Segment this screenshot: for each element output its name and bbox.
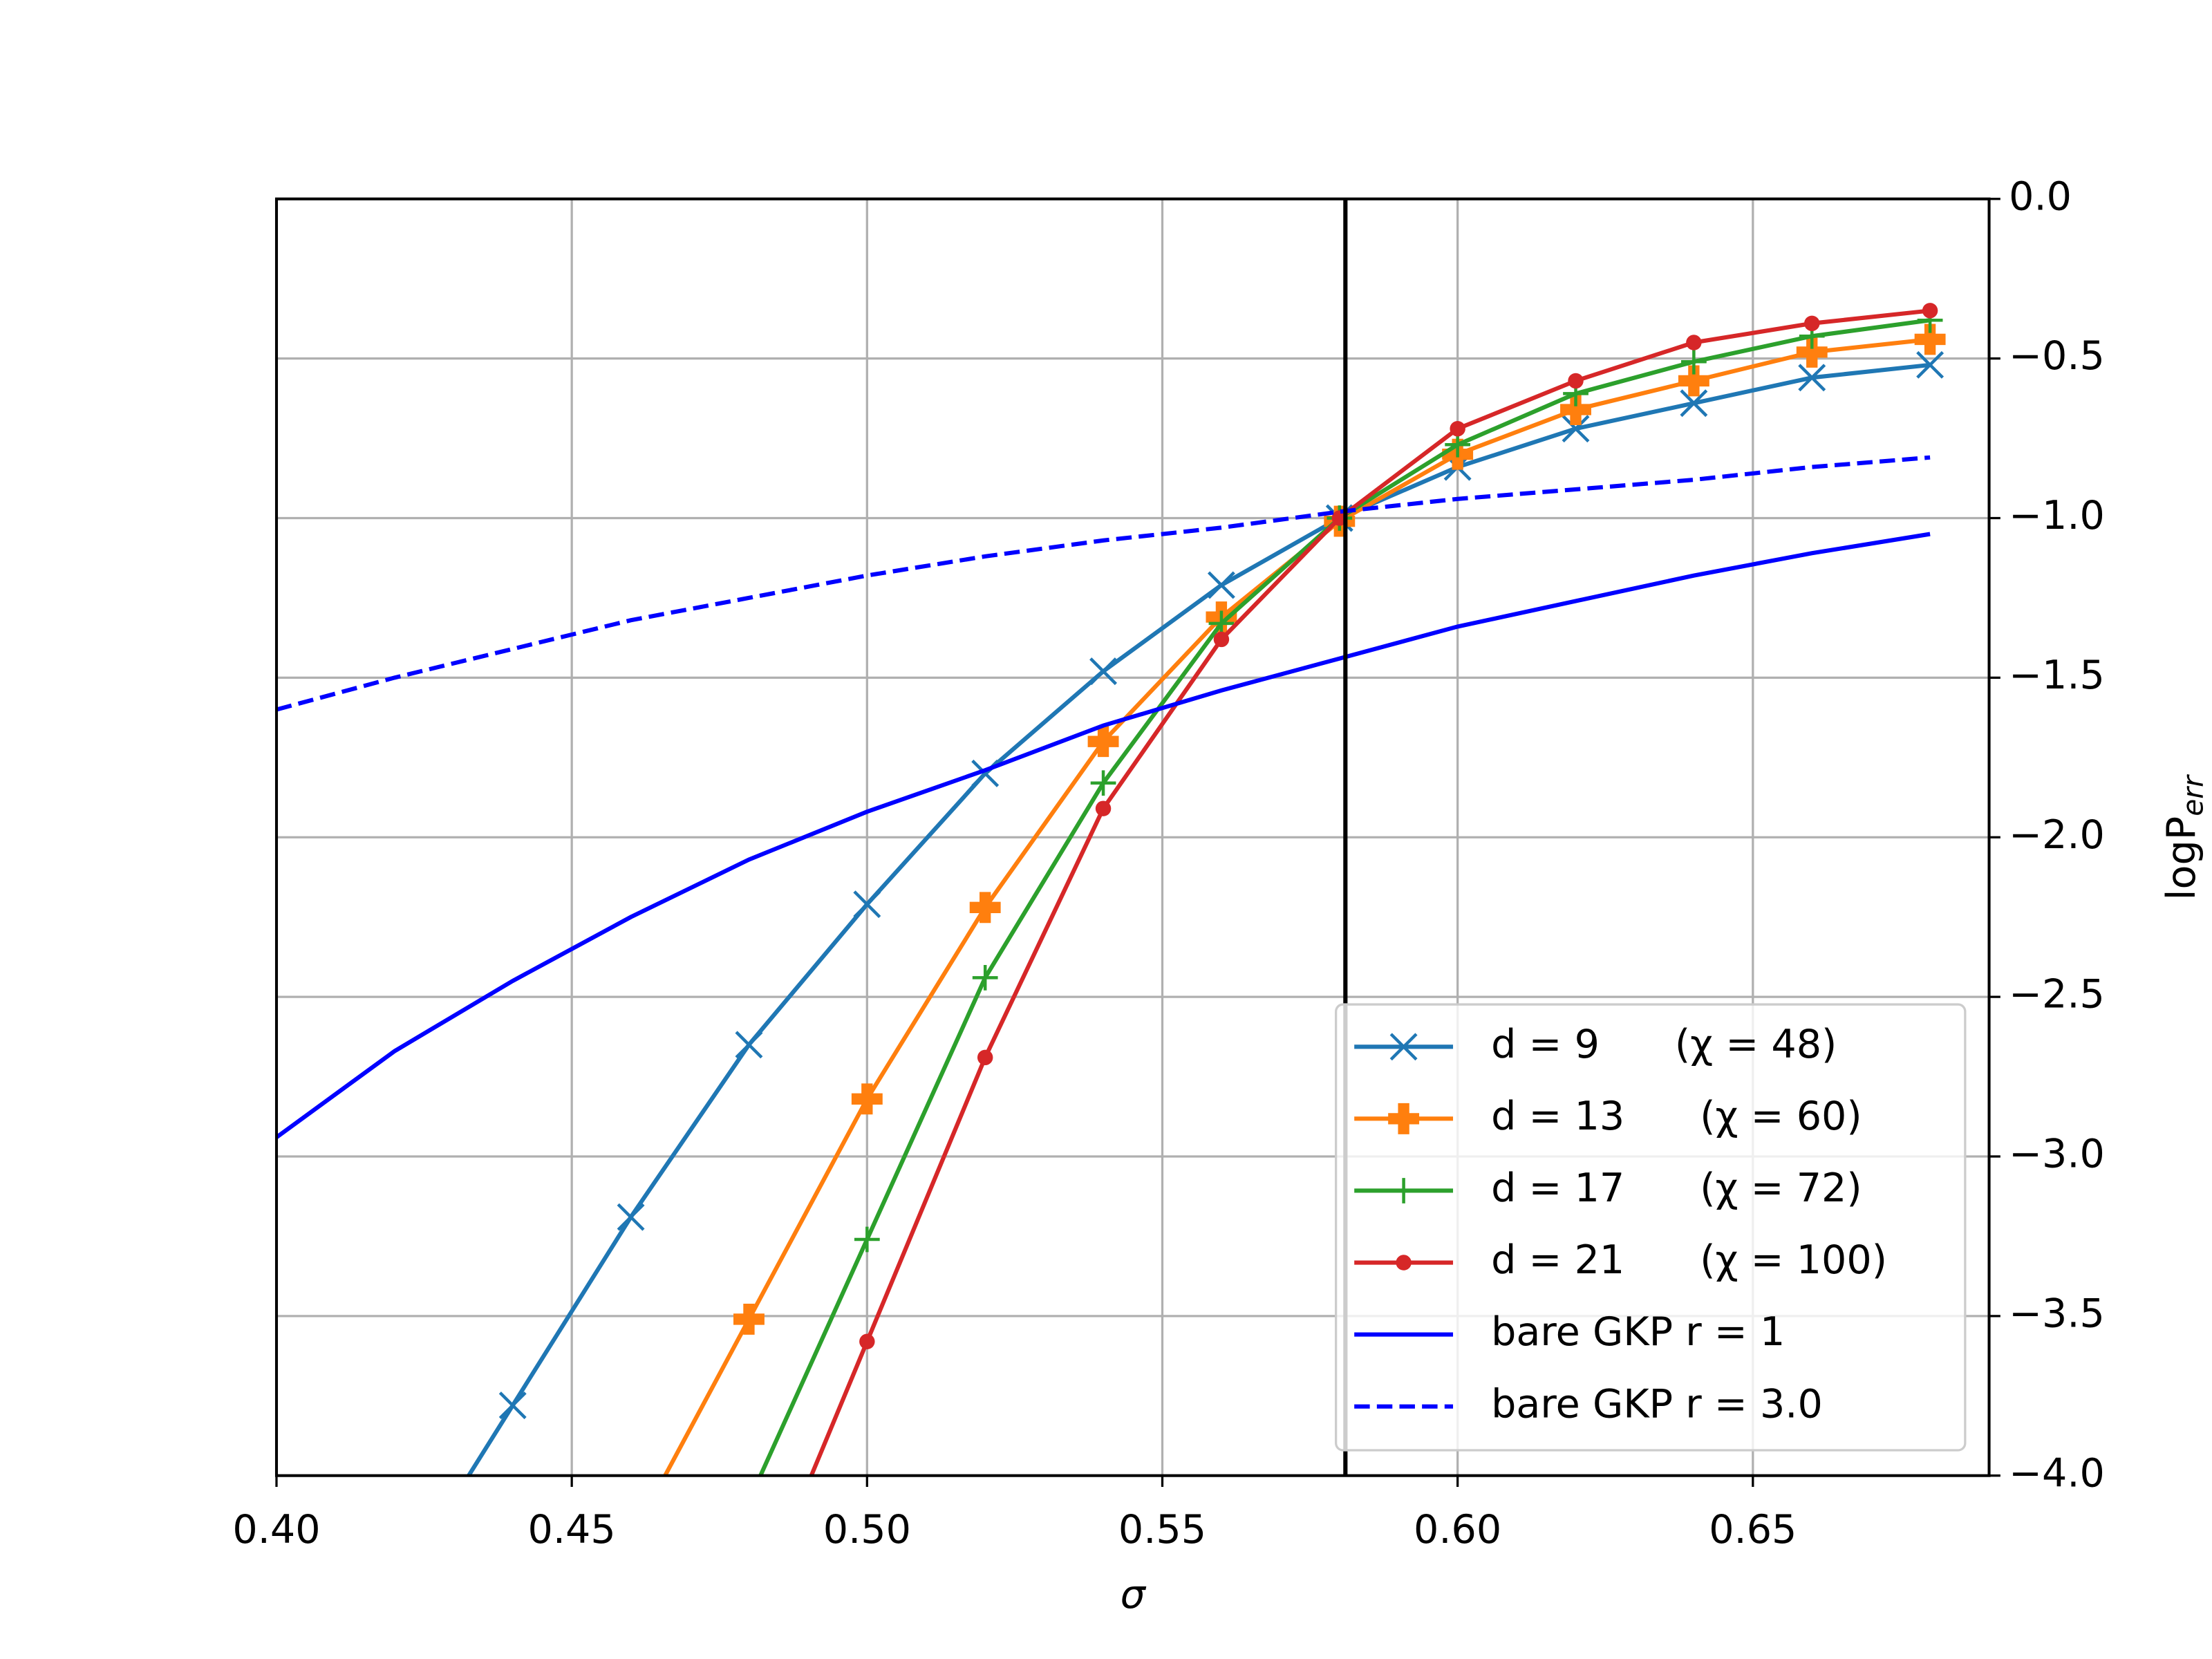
- x-tick-label: 0.40: [232, 1507, 320, 1553]
- legend-label: bare GKP r = 3.0: [1491, 1381, 1823, 1427]
- y-axis-label-main: logP: [2159, 816, 2204, 901]
- y-axis-label-sub: err: [2177, 774, 2210, 816]
- data-point: [1798, 364, 1826, 392]
- series-line: [466, 362, 1931, 1476]
- data-point: [733, 1303, 765, 1335]
- data-point: [1562, 415, 1590, 443]
- data-point: [1207, 571, 1235, 599]
- data-point: [1089, 657, 1118, 686]
- data-point: [1680, 389, 1708, 418]
- x-tick-label: 0.65: [1709, 1507, 1797, 1553]
- data-point: [1568, 373, 1584, 389]
- y-tick-label: −0.5: [2009, 333, 2105, 379]
- legend-marker: [1396, 1255, 1412, 1271]
- axes: 0.40 0.45 0.50 0.55 0.60 0.65 0.0 −0.5 −1.0 −1.5 −…: [232, 174, 2104, 1553]
- data-point: [853, 890, 881, 919]
- data-point: [851, 1083, 883, 1115]
- x-tick-label: 0.55: [1118, 1507, 1206, 1553]
- y-tick-label: −1.0: [2009, 493, 2105, 538]
- data-point: [1560, 394, 1591, 425]
- data-point: [1681, 348, 1707, 375]
- data-point: [1087, 726, 1119, 758]
- y-axis-label: logPerr: [2159, 774, 2210, 900]
- y-tick-label: −4.0: [2009, 1450, 2105, 1496]
- data-point: [1095, 800, 1112, 816]
- data-point: [1922, 303, 1938, 319]
- x-tick-label: 0.45: [528, 1507, 616, 1553]
- data-point: [859, 1333, 875, 1349]
- legend-marker: [1391, 1178, 1416, 1203]
- data-point: [1678, 365, 1709, 397]
- legend-label: bare GKP r = 1: [1491, 1309, 1785, 1355]
- legend: d = 9 (χ = 48) d = 13 (χ = 60) d = 17 (χ =…: [1335, 1003, 1967, 1452]
- data-point: [1450, 420, 1465, 437]
- legend-box: [1335, 1003, 1967, 1452]
- y-tick-label: −2.0: [2009, 812, 2105, 858]
- legend-label: d = 9 (χ = 48): [1491, 1022, 1837, 1067]
- data-point: [617, 1203, 645, 1231]
- y-tick-label: −1.5: [2009, 653, 2105, 698]
- data-point: [969, 892, 1001, 924]
- x-tick-label: 0.50: [823, 1507, 911, 1553]
- y-tick-label: 0.0: [2009, 174, 2072, 219]
- data-point: [1796, 336, 1828, 368]
- data-point: [977, 1049, 993, 1066]
- data-point: [972, 965, 998, 991]
- data-point: [735, 1031, 763, 1059]
- data-point: [1916, 350, 1944, 379]
- data-point: [854, 1226, 880, 1253]
- legend-label: d = 13 (χ = 60): [1491, 1094, 1862, 1139]
- plot-area: [276, 198, 1946, 1476]
- data-point: [498, 1391, 527, 1420]
- data-point: [1686, 335, 1702, 350]
- legend-label: d = 17 (χ = 72): [1491, 1165, 1862, 1211]
- data-point: [1213, 631, 1230, 648]
- x-axis-label: σ: [1121, 1572, 1147, 1618]
- legend-marker: [1388, 1103, 1420, 1134]
- legend-marker: [1389, 1033, 1418, 1061]
- data-point: [1804, 315, 1820, 332]
- series-line: [276, 532, 1931, 1139]
- x-tick-label: 0.60: [1414, 1507, 1501, 1553]
- y-tick-label: −2.5: [2009, 972, 2105, 1018]
- series-line: [276, 455, 1931, 712]
- y-tick-label: −3.5: [2009, 1291, 2105, 1336]
- legend-label: d = 21 (χ = 100): [1491, 1237, 1887, 1283]
- data-point: [1914, 324, 1946, 355]
- y-tick-label: −3.0: [2009, 1132, 2105, 1177]
- data-point: [1090, 770, 1116, 796]
